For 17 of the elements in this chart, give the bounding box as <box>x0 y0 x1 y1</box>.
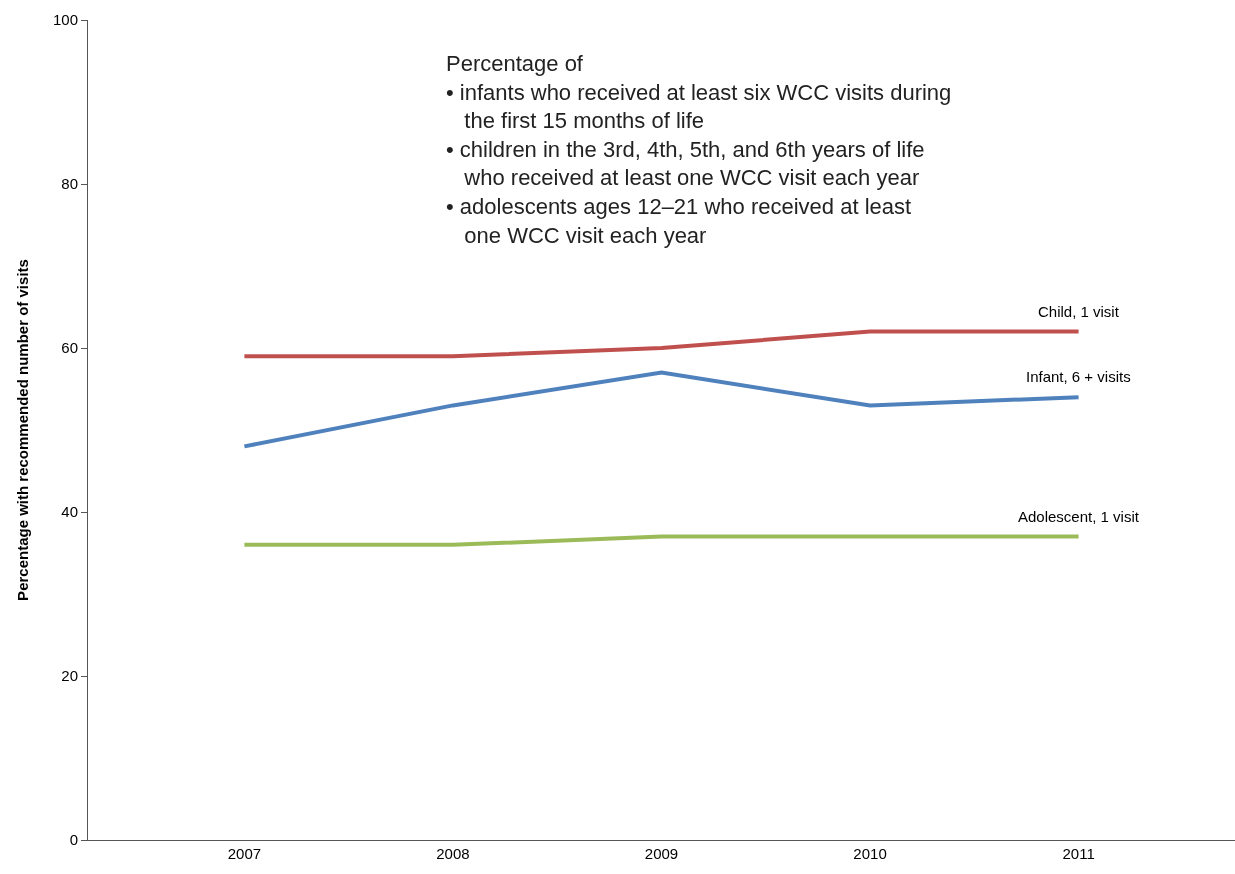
y-tick-label: 40 <box>61 503 78 521</box>
x-tick-label: 2008 <box>436 845 470 862</box>
x-tick-label: 2009 <box>644 845 679 862</box>
line-series <box>242 370 1081 449</box>
annotation: Percentage of • infants who received at least six WCC visits during the first 15 months of life • children in the 3rd, 4th, 5th, and 6th years of life who received at least one WCC visit each year • adolescents ages 12–21 who received at least one WCC visit each year <box>446 51 952 248</box>
series-label: Adolescent, 1 visit <box>1018 508 1140 525</box>
x-tick-label: 2011 <box>1062 845 1095 862</box>
y-tick-label: 60 <box>61 339 78 357</box>
series-label: Infant, 6 + visits <box>1026 368 1131 385</box>
x-tick-label: 2010 <box>853 845 887 862</box>
y-tick-label: 80 <box>61 175 78 193</box>
y-tick-label: 20 <box>61 667 78 685</box>
y-axis-title: Percentage with recommended number of visits <box>14 259 32 601</box>
series-label: Child, 1 visit <box>1038 303 1120 320</box>
x-tick-label: 2007 <box>227 845 262 862</box>
y-tick-label: 0 <box>69 831 78 849</box>
y-tick-label: 100 <box>52 11 78 29</box>
